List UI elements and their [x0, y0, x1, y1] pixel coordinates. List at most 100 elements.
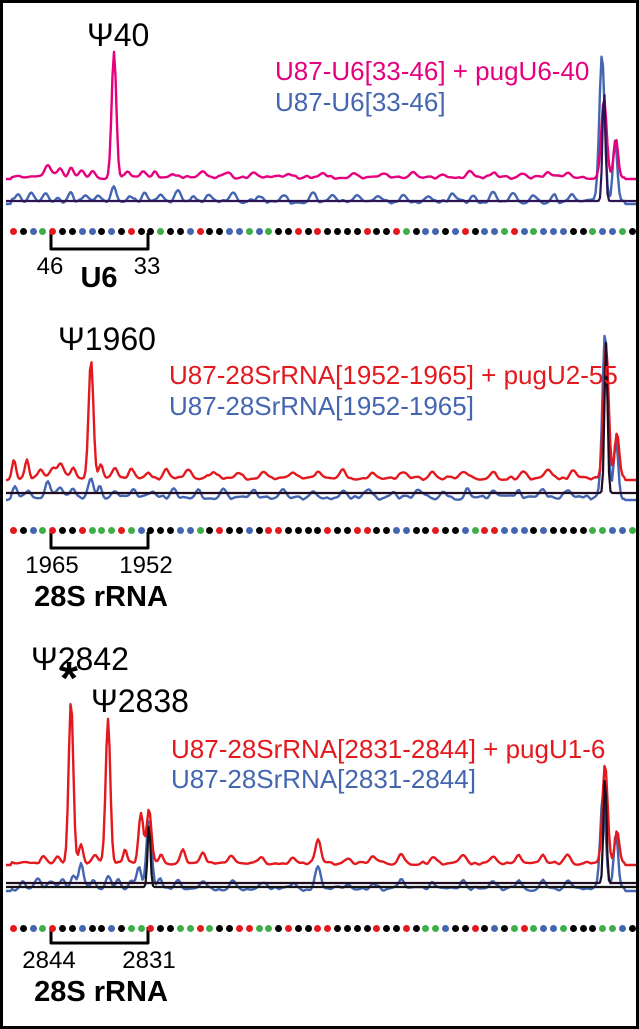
region-bracket-panel-1 — [49, 233, 150, 251]
sequence-dot — [461, 227, 469, 235]
sequence-dot — [49, 924, 57, 932]
sequence-dot — [432, 526, 440, 534]
sequence-dot — [196, 227, 204, 235]
sequence-dot — [334, 924, 342, 932]
sequence-dot — [481, 924, 489, 932]
sequence-dot — [589, 227, 597, 235]
sequence-dot — [118, 526, 126, 534]
sequence-dot — [255, 227, 263, 235]
sequence-dot — [540, 526, 548, 534]
legend-entry-control: U87-28SrRNA[2831-2844] — [171, 764, 476, 794]
sequence-dot — [412, 227, 420, 235]
sequence-dot — [226, 227, 234, 235]
sequence-dot — [10, 227, 17, 235]
sequence-dot — [216, 526, 224, 534]
sequence-dot — [176, 526, 184, 534]
sequence-dot — [157, 526, 165, 534]
sequence-dot — [245, 526, 253, 534]
sequence-dot — [628, 526, 636, 534]
sequence-dot — [98, 526, 106, 534]
region-bracket-panel-3 — [49, 927, 150, 945]
sequence-dot — [245, 924, 253, 932]
sequence-dot — [68, 924, 76, 932]
sequence-dot — [118, 924, 126, 932]
trace-U87-28SrRNA[2831-2844] + pugU1-6 — [6, 703, 636, 867]
sequence-dot — [559, 227, 567, 235]
sequence-dot — [589, 526, 597, 534]
sequence-dot — [245, 227, 253, 235]
sequence-dot — [59, 526, 67, 534]
sequence-dot — [550, 526, 558, 534]
sequence-dot — [402, 924, 410, 932]
sequence-dot — [481, 227, 489, 235]
sequence-dot — [206, 526, 214, 534]
sequence-dot — [343, 526, 351, 534]
sequence-dot — [402, 526, 410, 534]
sequence-dot — [569, 924, 577, 932]
sequence-dot — [510, 526, 518, 534]
trace-U87-28SrRNA[2831-2844] — [6, 791, 636, 893]
sequence-dot — [510, 924, 518, 932]
sequence-dot — [609, 924, 617, 932]
sequence-dot — [618, 227, 626, 235]
sequence-dot — [471, 924, 479, 932]
sequence-dot — [530, 924, 538, 932]
sequence-dot — [176, 227, 184, 235]
sequence-dot — [235, 526, 243, 534]
sequence-dot — [137, 526, 145, 534]
sequence-dot — [442, 227, 450, 235]
sequence-dot — [39, 227, 47, 235]
sequence-dot — [520, 227, 528, 235]
sequence-dot — [226, 526, 234, 534]
sequence-dot — [383, 924, 391, 932]
sequence-dot — [392, 526, 400, 534]
sequence-dot — [59, 924, 67, 932]
sequence-dot — [147, 924, 155, 932]
sequence-dot — [265, 924, 273, 932]
sequence-dot — [343, 227, 351, 235]
sequence-dot — [127, 526, 135, 534]
rna-name-caption: 28S rRNA — [34, 976, 168, 1008]
trace-U87-U6[33-46] + pugU6-40 — [6, 50, 636, 181]
sequence-dot — [540, 924, 548, 932]
sequence-dot — [510, 227, 518, 235]
sequence-dot — [157, 227, 165, 235]
sequence-dot — [569, 227, 577, 235]
sequence-dot — [334, 227, 342, 235]
sequence-dot — [88, 526, 96, 534]
sequence-dot — [167, 526, 175, 534]
sequence-dot — [530, 526, 538, 534]
sequence-dot — [373, 526, 381, 534]
sequence-dot — [176, 924, 184, 932]
sequence-dot — [422, 227, 430, 235]
sequence-dot — [412, 526, 420, 534]
sequence-dot — [422, 526, 430, 534]
psi-site-label: Ψ2842 — [31, 641, 129, 677]
sequence-dot — [343, 924, 351, 932]
sequence-dot — [304, 526, 312, 534]
sequence-dot — [206, 924, 214, 932]
sequence-dot — [579, 526, 587, 534]
sequence-dot — [137, 924, 145, 932]
bracket-right-position: 33 — [133, 253, 161, 280]
sequence-dot — [284, 227, 292, 235]
sequence-dot — [314, 924, 322, 932]
sequence-dot — [618, 526, 626, 534]
sequence-dot — [609, 526, 617, 534]
sequence-dot — [265, 526, 273, 534]
sequence-dot — [461, 526, 469, 534]
sequence-dot — [127, 924, 135, 932]
sequence-dot — [628, 227, 636, 235]
trace-overlap-mark — [6, 825, 636, 889]
sequence-dot — [471, 227, 479, 235]
sequence-dot — [78, 526, 86, 534]
sequence-dot — [255, 924, 263, 932]
trace-U87-28SrRNA[1952-1965] + pugU2-55 — [5, 343, 636, 482]
sequence-dot — [186, 227, 194, 235]
sequence-dot — [383, 526, 391, 534]
sequence-dot — [108, 526, 116, 534]
legend-entry-control: U87-28SrRNA[1952-1965] — [169, 391, 474, 421]
rna-name-caption: 28S rRNA — [34, 581, 168, 613]
sequence-dot — [353, 227, 361, 235]
